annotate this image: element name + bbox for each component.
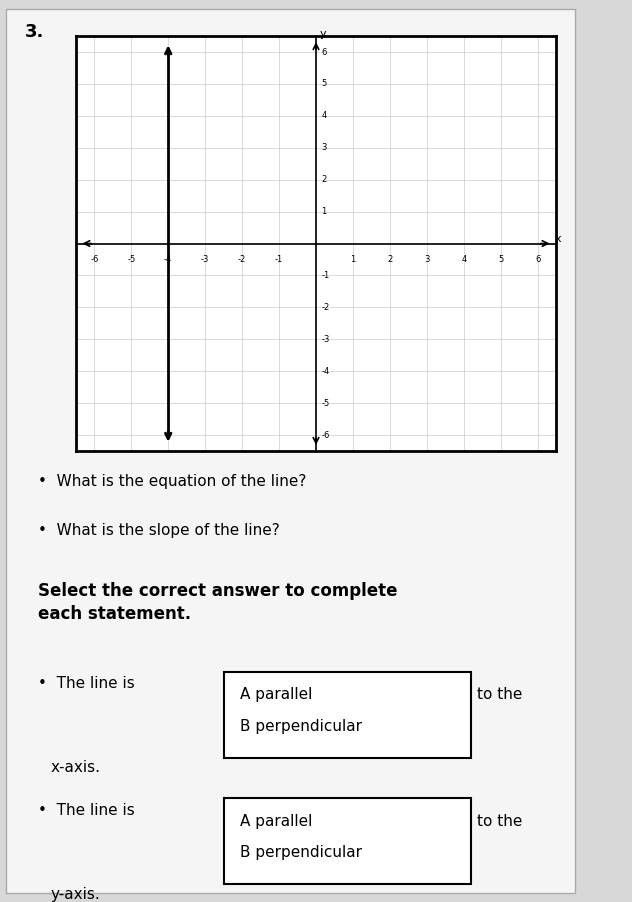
Text: B perpendicular: B perpendicular	[240, 845, 362, 861]
Text: 5: 5	[498, 254, 503, 263]
Text: -3: -3	[322, 335, 330, 344]
Text: -2: -2	[322, 303, 330, 312]
Text: -1: -1	[275, 254, 283, 263]
Text: 2: 2	[387, 254, 392, 263]
Text: x-axis.: x-axis.	[51, 760, 100, 776]
Text: 3.: 3.	[25, 23, 45, 41]
Text: •  What is the equation of the line?: • What is the equation of the line?	[38, 474, 307, 489]
Text: -5: -5	[322, 399, 330, 408]
Text: -4: -4	[164, 254, 173, 263]
Text: -6: -6	[90, 254, 99, 263]
Text: 6: 6	[535, 254, 540, 263]
Text: 6: 6	[322, 48, 327, 57]
Text: -5: -5	[127, 254, 135, 263]
Text: 3: 3	[424, 254, 430, 263]
Text: 2: 2	[322, 175, 327, 184]
Text: 1: 1	[350, 254, 356, 263]
Text: -3: -3	[201, 254, 209, 263]
Text: -2: -2	[238, 254, 246, 263]
Text: y: y	[320, 30, 327, 40]
Text: 3: 3	[322, 143, 327, 152]
Text: to the: to the	[477, 814, 523, 829]
Text: -4: -4	[322, 367, 330, 376]
Text: 4: 4	[461, 254, 466, 263]
Text: 5: 5	[322, 79, 327, 88]
Text: -6: -6	[322, 430, 330, 439]
Text: •  The line is: • The line is	[38, 803, 135, 818]
Text: B perpendicular: B perpendicular	[240, 719, 362, 734]
Text: A parallel: A parallel	[240, 814, 313, 829]
Text: A parallel: A parallel	[240, 687, 313, 703]
Text: •  The line is: • The line is	[38, 676, 135, 692]
Text: to the: to the	[477, 687, 523, 703]
Text: x: x	[555, 234, 561, 244]
Text: 1: 1	[322, 207, 327, 216]
Text: 4: 4	[322, 111, 327, 120]
Text: y-axis.: y-axis.	[51, 887, 100, 902]
Text: •  What is the slope of the line?: • What is the slope of the line?	[38, 523, 280, 538]
Text: Select the correct answer to complete
each statement.: Select the correct answer to complete ea…	[38, 582, 398, 623]
Text: -1: -1	[322, 271, 330, 280]
